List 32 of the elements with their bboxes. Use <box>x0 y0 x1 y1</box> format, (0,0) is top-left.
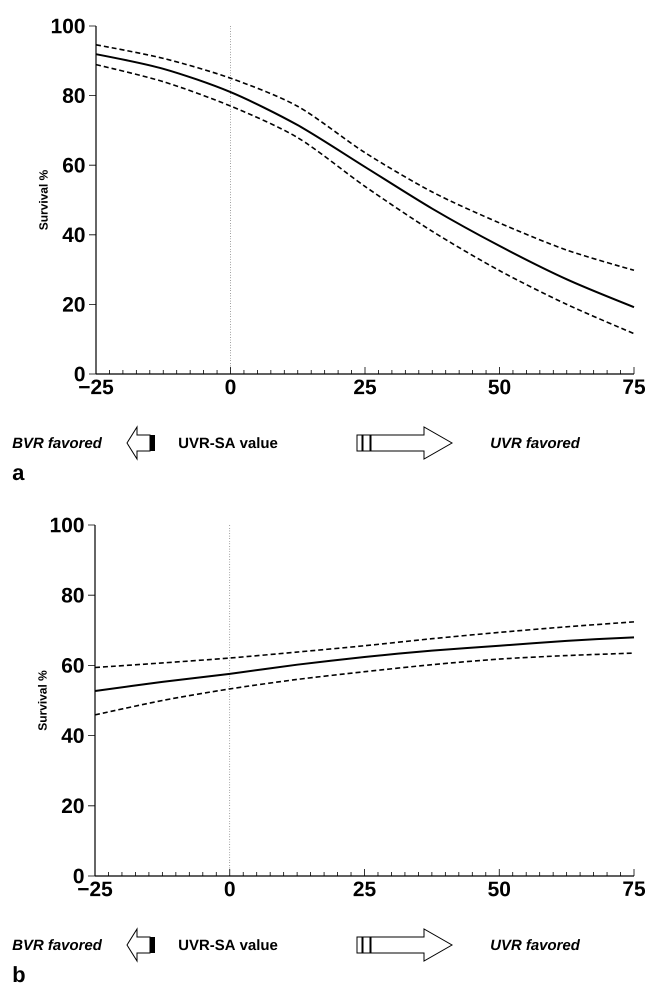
x-tick-label: −25 <box>78 882 112 896</box>
x-tick-label: 75 <box>623 882 646 896</box>
text: BVR favored <box>12 437 102 448</box>
text: b <box>14 966 25 982</box>
text: UVR favored <box>491 437 580 448</box>
y-axis-title: Survival % <box>38 170 48 230</box>
y-tick-label: 40 <box>62 227 85 242</box>
y-tick-label: 80 <box>62 88 85 103</box>
y-tick-label: 60 <box>62 158 85 173</box>
y-axis-title: Survival % <box>38 670 47 730</box>
text: UVR favored <box>491 939 580 950</box>
y-tick-label: 60 <box>62 658 84 673</box>
y-tick-label: 100 <box>50 518 84 532</box>
x-tick-label: −25 <box>79 380 114 394</box>
x-tick-label: 25 <box>354 380 376 394</box>
y-tick-label: 80 <box>62 588 84 603</box>
x-tick-label: 0 <box>226 380 236 394</box>
y-tick-label: 0 <box>74 868 84 884</box>
x-tick-label: 25 <box>354 882 376 896</box>
text: UVR-SA value <box>179 437 278 448</box>
x-tick-label: 50 <box>488 882 510 896</box>
y-tick-label: 20 <box>62 296 85 312</box>
text: UVR-SA value <box>179 939 278 950</box>
x-tick-label: 0 <box>224 882 235 896</box>
text: BVR favored <box>12 939 102 950</box>
y-tick-label: 100 <box>52 18 85 34</box>
y-tick-label: 20 <box>62 798 84 814</box>
y-tick-label: 40 <box>62 728 84 743</box>
text: a <box>12 468 25 480</box>
y-tick-label: 0 <box>74 366 85 382</box>
x-tick-label: 75 <box>623 380 646 394</box>
x-tick-label: 50 <box>488 380 510 394</box>
